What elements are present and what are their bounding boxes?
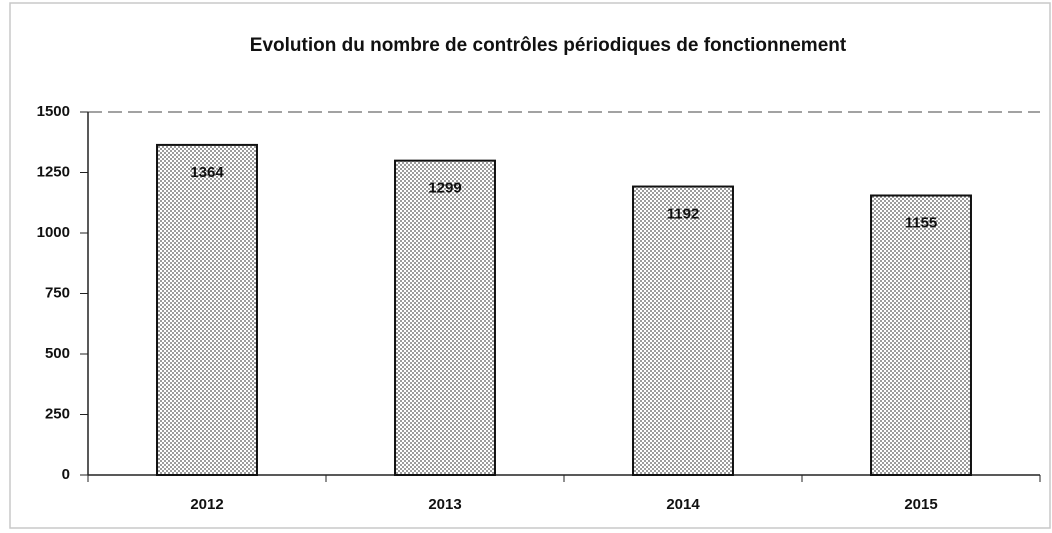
y-tick-label: 1250: [37, 163, 70, 180]
data-label: 1192: [667, 206, 700, 223]
y-tick-label: 1500: [37, 103, 70, 120]
y-tick-label: 750: [45, 284, 70, 301]
y-tick-label: 250: [45, 405, 70, 422]
data-label: 1299: [428, 180, 461, 197]
bar: [632, 185, 734, 476]
data-label: 1155: [905, 214, 938, 231]
bar: [394, 159, 496, 476]
y-tick-label: 1000: [37, 224, 70, 241]
x-tick-label: 2014: [666, 496, 700, 513]
x-tick-label: 2012: [190, 496, 223, 513]
data-label: 1364: [190, 164, 224, 181]
y-tick-label: 500: [45, 345, 70, 362]
x-tick-label: 2013: [428, 496, 461, 513]
x-tick-label: 2015: [904, 496, 937, 513]
frame: [9, 2, 1051, 529]
y-tick-label: 0: [62, 466, 70, 483]
bar: [870, 194, 972, 477]
bar: [156, 143, 258, 477]
chart-title: Evolution du nombre de contrôles périodi…: [250, 35, 847, 56]
